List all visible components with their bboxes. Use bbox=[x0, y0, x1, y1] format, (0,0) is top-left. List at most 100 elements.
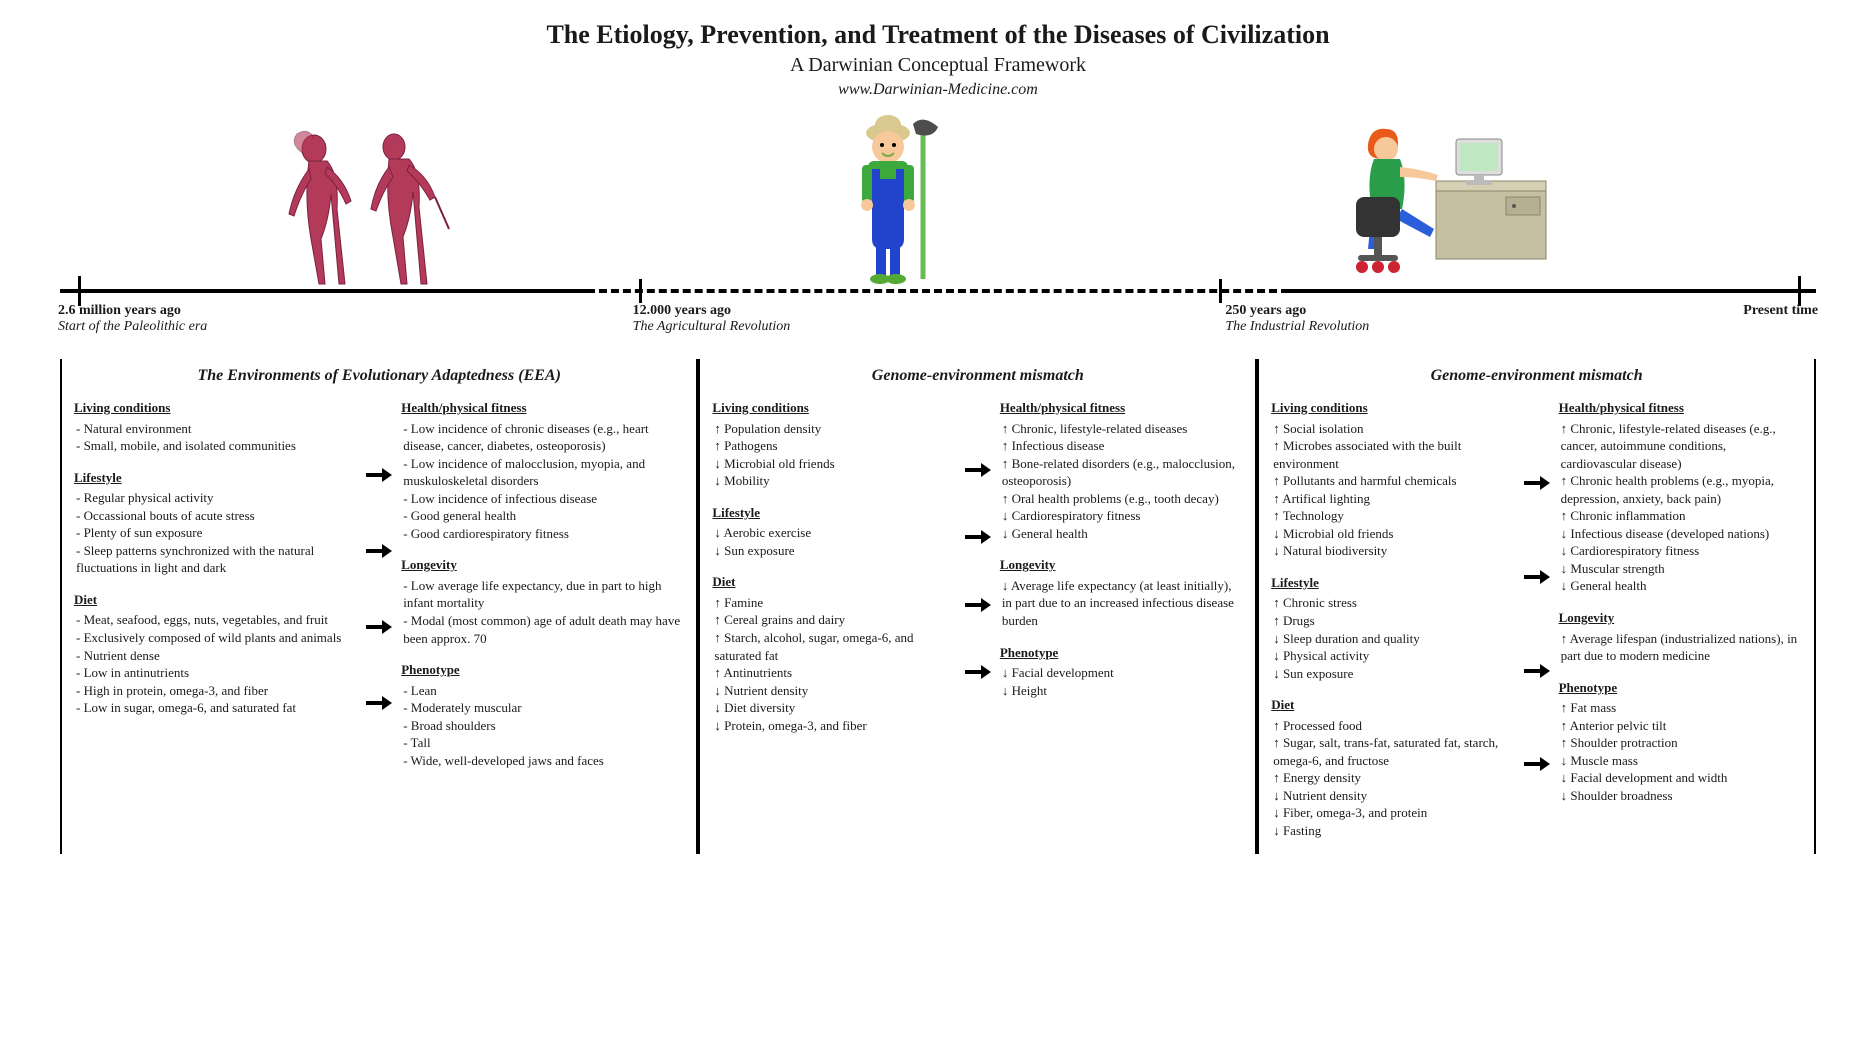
block-item: ↓ Sun exposure bbox=[714, 542, 955, 560]
block-item: ↓ Protein, omega-3, and fiber bbox=[714, 717, 955, 735]
block-item: ↓ Diet diversity bbox=[714, 699, 955, 717]
timeline-labels: 2.6 million years agoStart of the Paleol… bbox=[40, 303, 1836, 353]
block-item: ↑ Bone-related disorders (e.g., malocclu… bbox=[1002, 455, 1243, 490]
block-item: - Nutrient dense bbox=[76, 647, 357, 665]
content-block: Living conditions - Natural environment- … bbox=[74, 399, 357, 455]
block-item: ↓ Nutrient density bbox=[714, 682, 955, 700]
arrow-icon bbox=[965, 461, 991, 484]
block-item: ↑ Infectious disease bbox=[1002, 437, 1243, 455]
block-item: ↓ Sun exposure bbox=[1273, 665, 1514, 683]
page-subtitle: A Darwinian Conceptual Framework bbox=[30, 54, 1846, 77]
timeline-tick bbox=[1798, 276, 1801, 306]
figures-row bbox=[90, 109, 1786, 289]
era-columns: Living conditions- Natural environment- … bbox=[74, 399, 684, 783]
block-item: - Exclusively composed of wild plants an… bbox=[76, 629, 357, 647]
block-item: ↑ Cereal grains and dairy bbox=[714, 611, 955, 629]
content-block: Longevity↑ Average lifespan (industriali… bbox=[1559, 609, 1802, 665]
timeline-tick-label: 250 years agoThe Industrial Revolution bbox=[1225, 303, 1369, 335]
block-item: ↓ Facial development and width bbox=[1561, 769, 1802, 787]
content-block: Health/physical fitness↑ Chronic, lifest… bbox=[1000, 399, 1243, 542]
era-left-col: Living conditions- Natural environment- … bbox=[74, 399, 357, 783]
paleolithic-figure bbox=[90, 119, 628, 289]
block-item: - Low incidence of chronic diseases (e.g… bbox=[403, 420, 684, 455]
block-heading: Health/physical fitness bbox=[1000, 399, 1243, 417]
block-item: - Small, mobile, and isolated communitie… bbox=[76, 437, 357, 455]
block-item: ↓ Shoulder broadness bbox=[1561, 787, 1802, 805]
era-columns: Living conditions↑ Population density↑ P… bbox=[712, 399, 1243, 748]
content-block: Longevity- Low average life expectancy, … bbox=[401, 556, 684, 647]
block-item: ↓ Nutrient density bbox=[1273, 787, 1514, 805]
block-item: ↓ Cardiorespiratory fitness bbox=[1002, 507, 1243, 525]
timeline-line bbox=[60, 289, 1816, 293]
page-url: www.Darwinian-Medicine.com bbox=[30, 81, 1846, 99]
block-heading: Phenotype bbox=[401, 661, 684, 679]
block-item: ↑ Technology bbox=[1273, 507, 1514, 525]
block-item: ↓ General health bbox=[1002, 525, 1243, 543]
block-item: ↓ Muscle mass bbox=[1561, 752, 1802, 770]
era-panel: Genome-environment mismatchLiving condit… bbox=[698, 359, 1257, 854]
block-item: ↓ Mobility bbox=[714, 472, 955, 490]
arrow-column bbox=[1523, 399, 1551, 854]
eras-container: The Environments of Evolutionary Adapted… bbox=[30, 359, 1846, 854]
content-block: Longevity↓ Average life expectancy (at l… bbox=[1000, 556, 1243, 629]
block-heading: Longevity bbox=[401, 556, 684, 574]
content-block: Lifestyle↓ Aerobic exercise↓ Sun exposur… bbox=[712, 504, 955, 560]
content-block: Health/physical fitness - Low incidence o… bbox=[401, 399, 684, 542]
block-item: ↓ Facial development bbox=[1002, 664, 1243, 682]
timeline-tick bbox=[78, 276, 81, 306]
block-item: - Low incidence of malocclusion, myopia,… bbox=[403, 455, 684, 490]
era-title: The Environments of Evolutionary Adapted… bbox=[74, 367, 684, 385]
arrow-icon bbox=[965, 663, 991, 686]
industrial-figure bbox=[1167, 119, 1705, 289]
block-item: - Modal (most common) age of adult death… bbox=[403, 612, 684, 647]
block-item: - Plenty of sun exposure bbox=[76, 524, 357, 542]
block-item: ↓ Muscular strength bbox=[1561, 560, 1802, 578]
timeline: 2.6 million years agoStart of the Paleol… bbox=[40, 289, 1836, 353]
block-item: ↓ General health bbox=[1561, 577, 1802, 595]
arrow-icon bbox=[965, 528, 991, 551]
block-item: ↑ Chronic stress bbox=[1273, 594, 1514, 612]
block-item: - Tall bbox=[403, 734, 684, 752]
block-item: ↑ Fat mass bbox=[1561, 699, 1802, 717]
era-right-col: Health/physical fitness - Low incidence o… bbox=[401, 399, 684, 783]
block-item: ↑ Chronic inflammation bbox=[1561, 507, 1802, 525]
block-item: - Wide, well-developed jaws and faces bbox=[403, 752, 684, 770]
era-left-col: Living conditions↑ Population density↑ P… bbox=[712, 399, 955, 748]
content-block: Phenotype↓ Facial development↓ Height bbox=[1000, 644, 1243, 700]
block-item: ↑ Antinutrients bbox=[714, 664, 955, 682]
timeline-tick-label: 2.6 million years agoStart of the Paleol… bbox=[58, 303, 207, 335]
block-item: - Broad shoulders bbox=[403, 717, 684, 735]
block-item: ↓ Microbial old friends bbox=[714, 455, 955, 473]
content-block: Living conditions↑ Population density↑ P… bbox=[712, 399, 955, 490]
block-heading: Lifestyle bbox=[74, 469, 357, 487]
block-item: - Lean bbox=[403, 682, 684, 700]
block-heading: Health/physical fitness bbox=[1559, 399, 1802, 417]
content-block: Phenotype↑ Fat mass↑ Anterior pelvic til… bbox=[1559, 679, 1802, 805]
block-item: ↑ Oral health problems (e.g., tooth deca… bbox=[1002, 490, 1243, 508]
block-item: ↑ Anterior pelvic tilt bbox=[1561, 717, 1802, 735]
arrow-icon bbox=[366, 618, 392, 641]
block-item: - Sleep patterns synchronized with the n… bbox=[76, 542, 357, 577]
block-item: ↓ Aerobic exercise bbox=[714, 524, 955, 542]
timeline-tick bbox=[639, 279, 642, 303]
block-item: - Moderately muscular bbox=[403, 699, 684, 717]
block-item: - Natural environment bbox=[76, 420, 357, 438]
block-item: - Occassional bouts of acute stress bbox=[76, 507, 357, 525]
block-heading: Living conditions bbox=[74, 399, 357, 417]
era-title: Genome-environment mismatch bbox=[1271, 367, 1802, 385]
block-item: ↑ Pollutants and harmful chemicals bbox=[1273, 472, 1514, 490]
content-block: Phenotype - Lean- Moderately muscular- Br… bbox=[401, 661, 684, 769]
timeline-tick-label: 12.000 years agoThe Agricultural Revolut… bbox=[633, 303, 791, 335]
block-item: ↑ Chronic health problems (e.g., myopia,… bbox=[1561, 472, 1802, 507]
block-item: ↓ Fiber, omega-3, and protein bbox=[1273, 804, 1514, 822]
era-panel: The Environments of Evolutionary Adapted… bbox=[60, 359, 698, 854]
block-heading: Health/physical fitness bbox=[401, 399, 684, 417]
content-block: Living conditions↑ Social isolation↑ Mic… bbox=[1271, 399, 1514, 560]
block-item: ↑ Drugs bbox=[1273, 612, 1514, 630]
block-heading: Lifestyle bbox=[1271, 574, 1514, 592]
block-item: - Low in antinutrients bbox=[76, 664, 357, 682]
block-item: - Low in sugar, omega-6, and saturated f… bbox=[76, 699, 357, 717]
era-panel: Genome-environment mismatch Living condit… bbox=[1257, 359, 1816, 854]
header: The Etiology, Prevention, and Treatment … bbox=[30, 20, 1846, 99]
block-item: - Low incidence of infectious disease bbox=[403, 490, 684, 508]
